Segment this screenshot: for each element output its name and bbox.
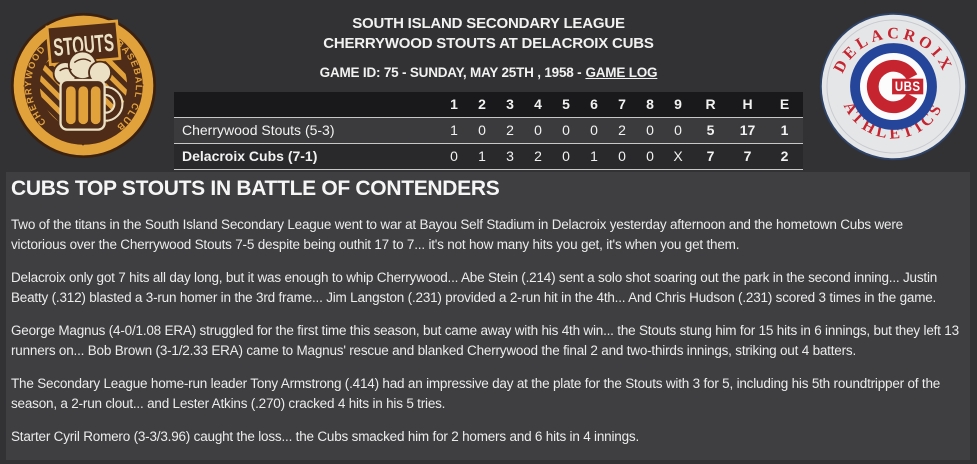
home-runs: 7 bbox=[706, 148, 715, 164]
game-id-date: GAME ID: 75 - SUNDAY, MAY 25TH , 1958 - bbox=[319, 65, 582, 80]
away-inning-5: 0 bbox=[562, 122, 570, 138]
inning-col-header-8: 8 bbox=[646, 96, 654, 112]
hits-col-header: H bbox=[742, 96, 753, 112]
home-inning-4: 2 bbox=[534, 148, 542, 164]
runs-col-header: R bbox=[705, 96, 716, 112]
cubs-logo-inner-line bbox=[826, 19, 961, 154]
linescore-table: 1 2 3 4 5 6 7 8 9 R H E Cherrywood Stout… bbox=[174, 92, 803, 170]
stouts-team-logo[interactable]: CHERRYWOOD BASEBALL CLUB STOUTS bbox=[10, 12, 157, 159]
away-inning-2: 0 bbox=[478, 122, 486, 138]
recap-paragraph-3: George Magnus (4-0/1.08 ERA) struggled f… bbox=[11, 323, 959, 358]
linescore-header-row: 1 2 3 4 5 6 7 8 9 R H E bbox=[174, 92, 803, 118]
inning-col-header-6: 6 bbox=[590, 96, 598, 112]
inning-col-header-5: 5 bbox=[562, 96, 570, 112]
away-inning-6: 0 bbox=[590, 122, 598, 138]
beer-mug-icon bbox=[52, 50, 124, 131]
away-team-name: Cherrywood Stouts (5-3) bbox=[182, 122, 335, 138]
linescore-row-stouts: Cherrywood Stouts (5-3) 1 0 2 0 0 0 2 0 … bbox=[174, 118, 803, 144]
away-errors: 1 bbox=[780, 122, 789, 138]
inning-col-header-3: 3 bbox=[506, 96, 514, 112]
recap-paragraph-2: Delacroix only got 7 hits all day long, … bbox=[11, 270, 938, 305]
league-name: SOUTH ISLAND SECONDARY LEAGUE bbox=[352, 15, 625, 32]
inning-col-header-1: 1 bbox=[450, 96, 458, 112]
away-inning-9: 0 bbox=[674, 122, 682, 138]
home-hits: 7 bbox=[743, 148, 752, 164]
away-inning-3: 2 bbox=[506, 122, 514, 138]
inning-col-header-7: 7 bbox=[618, 96, 626, 112]
away-hits: 17 bbox=[739, 122, 756, 138]
inning-col-header-9: 9 bbox=[674, 96, 682, 112]
away-inning-8: 0 bbox=[646, 122, 654, 138]
home-inning-8: 0 bbox=[646, 148, 654, 164]
away-inning-4: 0 bbox=[534, 122, 542, 138]
away-inning-1: 1 bbox=[450, 122, 458, 138]
recap-paragraph-5: Starter Cyril Romero (3-3/3.96) caught t… bbox=[11, 429, 639, 444]
home-team-name: Delacroix Cubs (7-1) bbox=[182, 148, 318, 164]
home-inning-9: X bbox=[673, 148, 683, 164]
home-errors: 2 bbox=[780, 148, 789, 164]
recap-paragraph-1: Two of the titans in the South Island Se… bbox=[11, 217, 903, 252]
cubs-c-mark bbox=[866, 59, 918, 114]
recap-headline: CUBS TOP STOUTS IN BATTLE OF CONTENDERS bbox=[11, 177, 500, 200]
away-inning-7: 2 bbox=[618, 122, 626, 138]
game-info-line: GAME ID: 75 - SUNDAY, MAY 25TH , 1958 -G… bbox=[170, 65, 807, 80]
inning-col-header-2: 2 bbox=[478, 96, 486, 112]
recap-paragraph-4: The Secondary League home-run leader Ton… bbox=[11, 376, 941, 411]
home-inning-2: 1 bbox=[478, 148, 486, 164]
cubs-ubs-box bbox=[892, 78, 924, 95]
game-recap-panel: CUBS TOP STOUTS IN BATTLE OF CONTENDERS … bbox=[6, 172, 970, 460]
home-inning-3: 3 bbox=[506, 148, 514, 164]
inning-col-header-4: 4 bbox=[534, 96, 542, 112]
linescore-row-cubs: Delacroix Cubs (7-1) 0 1 3 2 0 1 0 0 X 7… bbox=[174, 144, 803, 170]
linescore-corner bbox=[174, 92, 440, 117]
errors-col-header: E bbox=[779, 96, 790, 112]
away-runs: 5 bbox=[706, 122, 715, 138]
game-log-link[interactable]: GAME LOG bbox=[585, 65, 658, 80]
home-inning-6: 1 bbox=[590, 148, 598, 164]
home-inning-5: 0 bbox=[562, 148, 570, 164]
cubs-ubs-text: UBS bbox=[895, 78, 920, 94]
home-inning-7: 0 bbox=[618, 148, 626, 164]
game-header: SOUTH ISLAND SECONDARY LEAGUE CHERRYWOOD… bbox=[170, 14, 807, 80]
cubs-team-logo[interactable]: DELACROIX ATHLETICS UBS bbox=[818, 11, 969, 162]
matchup-title: CHERRYWOOD STOUTS AT DELACROIX CUBS bbox=[323, 35, 654, 52]
home-inning-1: 0 bbox=[450, 148, 458, 164]
